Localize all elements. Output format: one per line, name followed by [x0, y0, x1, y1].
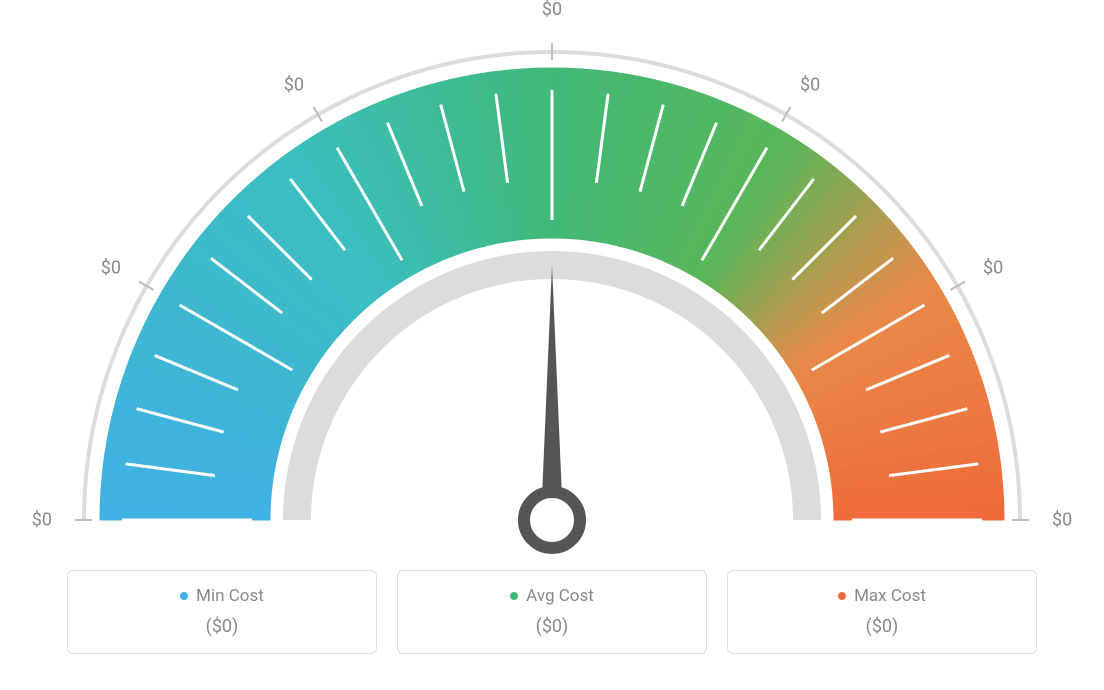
- legend-label-avg: Avg Cost: [526, 586, 594, 606]
- legend-card-min: Min Cost ($0): [67, 570, 377, 654]
- legend-dot-min: [180, 592, 188, 600]
- gauge-chart: [0, 0, 1104, 560]
- gauge-label-4: $0: [800, 74, 820, 95]
- gauge-label-2: $0: [284, 74, 304, 95]
- gauge-label-5: $0: [983, 257, 1003, 278]
- cost-gauge-container: $0 $0 $0 $0 $0 $0 $0 Min Cost ($0) Avg Cost ($…: [0, 0, 1104, 690]
- legend-value-min: ($0): [88, 616, 356, 637]
- legend-label-min: Min Cost: [196, 586, 264, 606]
- legend-row: Min Cost ($0) Avg Cost ($0) Max Cost ($0…: [0, 570, 1104, 654]
- legend-label-max: Max Cost: [854, 586, 926, 606]
- gauge-label-6: $0: [1052, 510, 1072, 531]
- legend-value-avg: ($0): [418, 616, 686, 637]
- gauge-label-0: $0: [32, 510, 52, 531]
- legend-card-max: Max Cost ($0): [727, 570, 1037, 654]
- legend-value-max: ($0): [748, 616, 1016, 637]
- gauge-label-1: $0: [101, 257, 121, 278]
- legend-dot-max: [838, 592, 846, 600]
- legend-dot-avg: [510, 592, 518, 600]
- gauge-label-3: $0: [542, 0, 562, 20]
- gauge-area: $0 $0 $0 $0 $0 $0 $0: [0, 0, 1104, 560]
- legend-card-avg: Avg Cost ($0): [397, 570, 707, 654]
